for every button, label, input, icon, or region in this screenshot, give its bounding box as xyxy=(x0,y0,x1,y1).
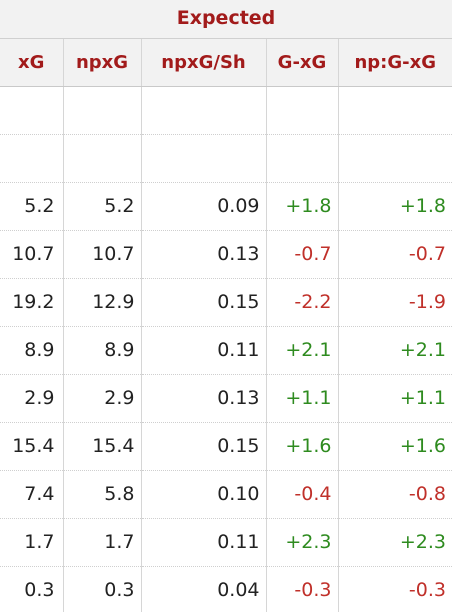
expected-stats-table: xG npxG npxG/Sh G-xG np:G-xG xyxy=(0,39,452,612)
cell-xg: 15.4 xyxy=(0,422,63,471)
empty-row xyxy=(0,86,452,135)
table-row: 15.4 15.4 0.15 +1.6 +1.6 xyxy=(0,422,452,471)
cell-np-g-minus-xg: -0.8 xyxy=(337,470,452,519)
cell-xg: 8.9 xyxy=(0,326,63,375)
cell-npxg-per-shot: 0.15 xyxy=(140,278,266,327)
empty-cell xyxy=(62,134,141,183)
cell-npxg: 1.7 xyxy=(62,518,141,567)
header-row: xG npxG npxG/Sh G-xG np:G-xG xyxy=(0,39,452,87)
cell-np-g-minus-xg: -0.3 xyxy=(337,566,452,612)
cell-npxg: 5.8 xyxy=(62,470,141,519)
cell-npxg: 0.3 xyxy=(62,566,141,612)
cell-np-g-minus-xg: -0.7 xyxy=(337,230,452,279)
cell-xg: 19.2 xyxy=(0,278,63,327)
cell-xg: 0.3 xyxy=(0,566,63,612)
cell-np-g-minus-xg: +1.1 xyxy=(337,374,452,423)
cell-npxg: 12.9 xyxy=(62,278,141,327)
empty-cell xyxy=(0,134,63,183)
column-header-np-g-minus-xg[interactable]: np:G-xG xyxy=(337,39,452,87)
cell-xg: 1.7 xyxy=(0,518,63,567)
cell-npxg-per-shot: 0.13 xyxy=(140,230,266,279)
empty-cell xyxy=(265,86,338,135)
cell-npxg: 5.2 xyxy=(62,182,141,231)
cell-np-g-minus-xg: +2.1 xyxy=(337,326,452,375)
column-header-g-minus-xg[interactable]: G-xG xyxy=(265,39,338,87)
table-row: 7.4 5.8 0.10 -0.4 -0.8 xyxy=(0,470,452,519)
column-header-npxg[interactable]: npxG xyxy=(62,39,141,87)
empty-cell xyxy=(337,86,452,135)
column-header-npxg-per-shot[interactable]: npxG/Sh xyxy=(140,39,266,87)
cell-g-minus-xg: +1.6 xyxy=(265,422,338,471)
table-row: 2.9 2.9 0.13 +1.1 +1.1 xyxy=(0,374,452,423)
cell-g-minus-xg: +2.3 xyxy=(265,518,338,567)
cell-g-minus-xg: +2.1 xyxy=(265,326,338,375)
cell-g-minus-xg: -0.7 xyxy=(265,230,338,279)
cell-npxg-per-shot: 0.10 xyxy=(140,470,266,519)
cell-np-g-minus-xg: +1.8 xyxy=(337,182,452,231)
cell-np-g-minus-xg: +1.6 xyxy=(337,422,452,471)
cell-npxg-per-shot: 0.09 xyxy=(140,182,266,231)
cell-xg: 7.4 xyxy=(0,470,63,519)
cell-npxg: 8.9 xyxy=(62,326,141,375)
empty-cell xyxy=(265,134,338,183)
table-row: 1.7 1.7 0.11 +2.3 +2.3 xyxy=(0,518,452,567)
table-row: 19.2 12.9 0.15 -2.2 -1.9 xyxy=(0,278,452,327)
cell-g-minus-xg: -2.2 xyxy=(265,278,338,327)
empty-cell xyxy=(140,134,266,183)
cell-npxg: 10.7 xyxy=(62,230,141,279)
column-header-xg[interactable]: xG xyxy=(0,39,63,87)
cell-g-minus-xg: +1.8 xyxy=(265,182,338,231)
table-row: 0.3 0.3 0.04 -0.3 -0.3 xyxy=(0,566,452,612)
cell-xg: 2.9 xyxy=(0,374,63,423)
cell-xg: 10.7 xyxy=(0,230,63,279)
cell-npxg-per-shot: 0.11 xyxy=(140,326,266,375)
empty-cell xyxy=(62,86,141,135)
cell-np-g-minus-xg: -1.9 xyxy=(337,278,452,327)
cell-npxg: 15.4 xyxy=(62,422,141,471)
table-row: 5.2 5.2 0.09 +1.8 +1.8 xyxy=(0,182,452,231)
empty-row xyxy=(0,134,452,183)
cell-npxg-per-shot: 0.15 xyxy=(140,422,266,471)
cell-npxg-per-shot: 0.04 xyxy=(140,566,266,612)
cell-g-minus-xg: +1.1 xyxy=(265,374,338,423)
empty-cell xyxy=(140,86,266,135)
cell-npxg-per-shot: 0.11 xyxy=(140,518,266,567)
empty-cell xyxy=(0,86,63,135)
table-row: 8.9 8.9 0.11 +2.1 +2.1 xyxy=(0,326,452,375)
empty-cell xyxy=(337,134,452,183)
cell-npxg-per-shot: 0.13 xyxy=(140,374,266,423)
cell-np-g-minus-xg: +2.3 xyxy=(337,518,452,567)
column-group-header: Expected xyxy=(0,0,452,39)
group-title: Expected xyxy=(176,7,276,29)
cell-npxg: 2.9 xyxy=(62,374,141,423)
cell-xg: 5.2 xyxy=(0,182,63,231)
table-row: 10.7 10.7 0.13 -0.7 -0.7 xyxy=(0,230,452,279)
cell-g-minus-xg: -0.3 xyxy=(265,566,338,612)
cell-g-minus-xg: -0.4 xyxy=(265,470,338,519)
